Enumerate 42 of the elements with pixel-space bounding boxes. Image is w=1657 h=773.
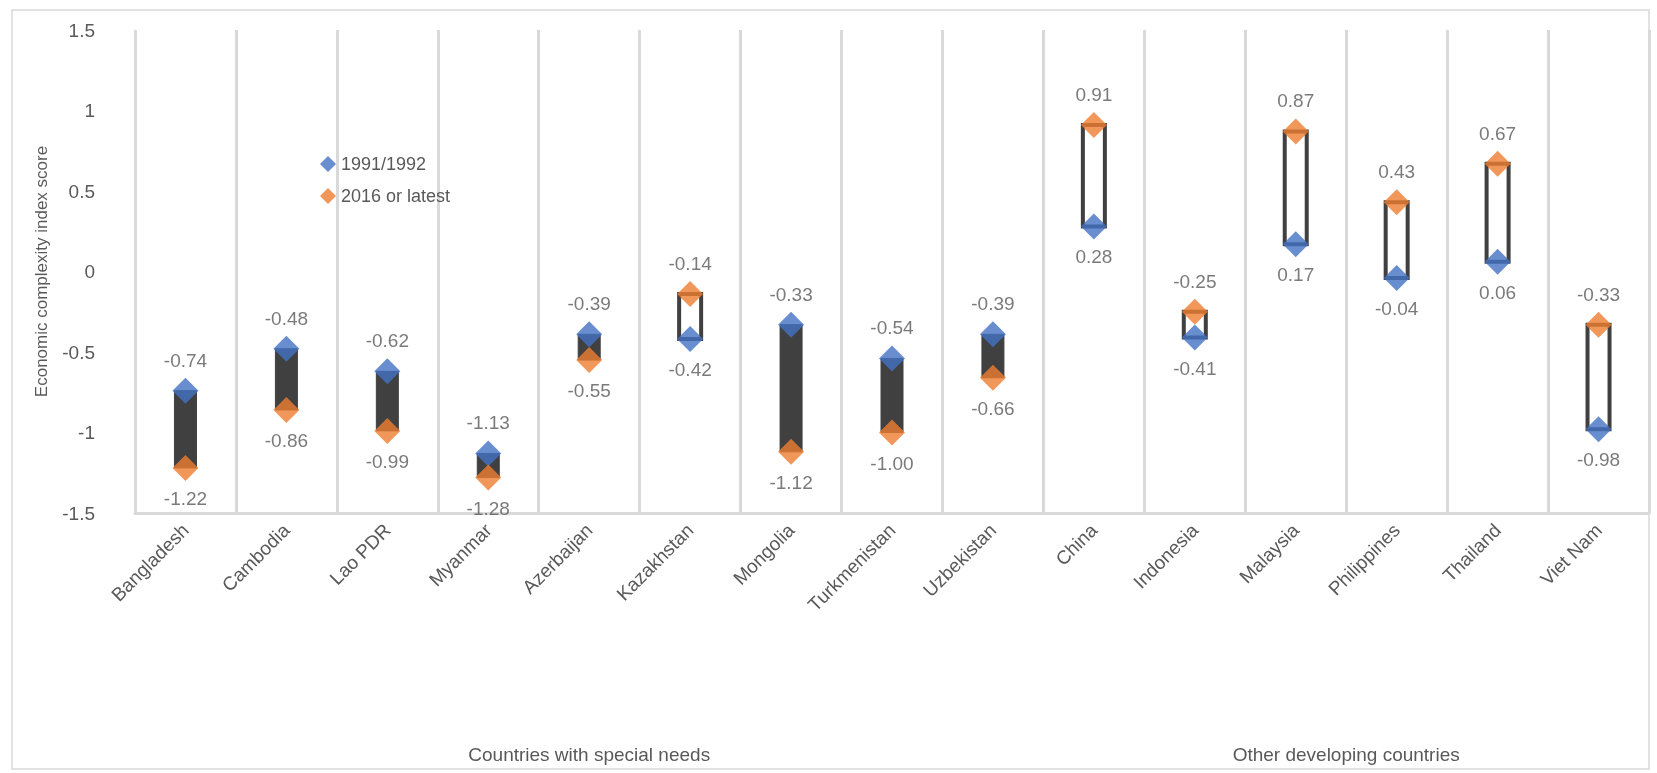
data-label: -0.39 xyxy=(567,293,611,315)
data-label: 0.43 xyxy=(1378,161,1416,183)
y-tick-label: -0.5 xyxy=(62,341,95,363)
data-label: -0.86 xyxy=(264,429,309,451)
data-label: 0.06 xyxy=(1479,281,1517,303)
legend-label: 1991/1992 xyxy=(341,154,427,174)
y-tick-label: 0 xyxy=(84,261,95,282)
data-label: -0.41 xyxy=(1173,357,1217,379)
data-label: -1.13 xyxy=(466,412,510,434)
data-label: 0.17 xyxy=(1277,264,1315,286)
data-label: -0.48 xyxy=(264,307,309,329)
data-label: -0.74 xyxy=(163,349,208,371)
y-axis-title: Economic complexity index score xyxy=(32,145,51,398)
text: Other developing countries xyxy=(1232,744,1460,765)
data-label: -0.55 xyxy=(567,380,611,402)
data-label: -1.28 xyxy=(466,497,510,519)
y-tick-label: 1 xyxy=(84,100,95,121)
y-tick-label: 1.5 xyxy=(68,19,95,41)
data-label: 0.67 xyxy=(1479,122,1517,144)
data-label: -0.98 xyxy=(1576,449,1621,471)
data-label: -0.42 xyxy=(668,359,712,381)
y-tick-label: -1.5 xyxy=(62,502,95,524)
text: Countries with special needs xyxy=(468,744,711,765)
data-label: -0.25 xyxy=(1173,270,1217,292)
y-tick-label: 0.5 xyxy=(68,180,95,202)
data-label: -0.62 xyxy=(365,330,409,352)
data-label: -1.12 xyxy=(769,471,813,493)
data-label: -0.33 xyxy=(769,283,813,305)
data-label: -0.39 xyxy=(971,293,1015,315)
data-label: -0.54 xyxy=(870,317,915,339)
data-label: -0.66 xyxy=(971,397,1015,419)
data-label: 0.87 xyxy=(1277,90,1315,112)
data-label: -1.00 xyxy=(870,452,914,474)
data-label: -0.99 xyxy=(365,450,409,472)
data-label: 0.28 xyxy=(1075,246,1113,268)
data-label: -0.04 xyxy=(1375,297,1419,319)
data-label: -0.33 xyxy=(1576,283,1621,305)
data-label: 0.91 xyxy=(1075,83,1113,105)
y-tick-label: -1 xyxy=(78,422,95,443)
data-label: -0.14 xyxy=(668,253,713,275)
data-label: -1.22 xyxy=(163,487,208,509)
legend-label: 2016 or latest xyxy=(341,186,451,206)
